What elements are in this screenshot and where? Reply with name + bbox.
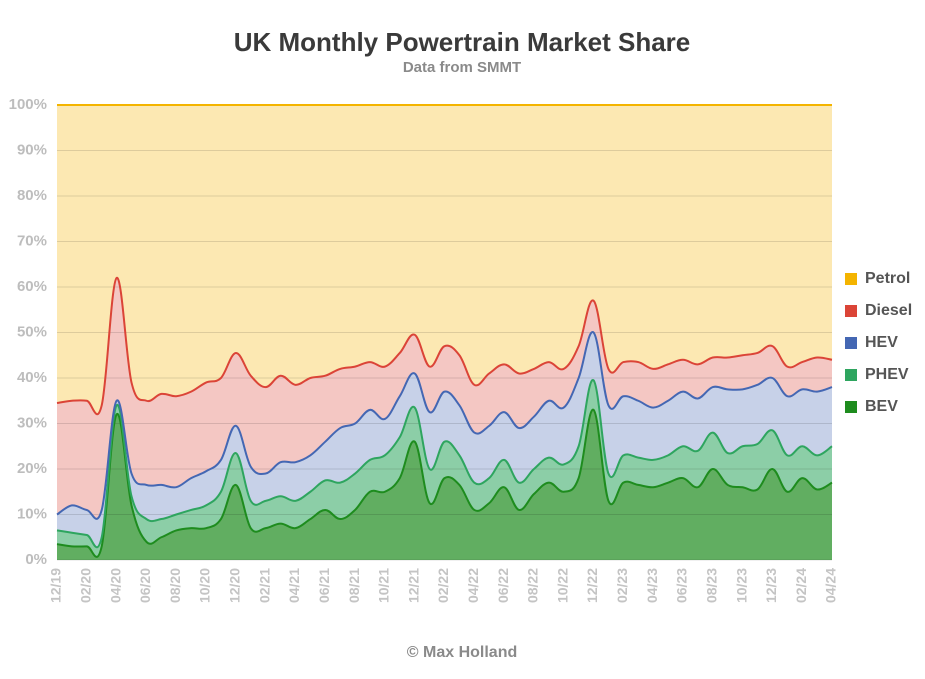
y-tick-label: 60%	[17, 278, 47, 295]
legend-swatch	[845, 401, 857, 413]
series-line	[56, 379, 833, 549]
x-tick-label: 02/23	[614, 568, 630, 603]
x-tick-label: 04/21	[286, 568, 302, 603]
credit: © Max Holland	[407, 644, 517, 661]
area	[57, 277, 832, 519]
y-tick-label: 100%	[9, 96, 47, 113]
y-tick-label: 90%	[17, 141, 47, 158]
x-tick-label: 06/23	[674, 568, 690, 603]
x-tick-label: 10/22	[554, 568, 570, 603]
legend-label: Diesel	[865, 302, 912, 319]
x-tick-label: 08/21	[346, 568, 362, 603]
x-tick-label: 02/21	[256, 568, 272, 603]
x-tick-label: 08/20	[167, 568, 183, 603]
y-tick-label: 20%	[17, 460, 47, 477]
y-tick-label: 50%	[17, 323, 47, 340]
chart-title: UK Monthly Powertrain Market Share	[234, 27, 691, 57]
legend-label: BEV	[865, 398, 898, 415]
area	[57, 409, 832, 560]
y-tick-label: 0%	[25, 551, 47, 568]
x-tick-label: 12/19	[48, 568, 64, 603]
x-tick-label: 04/24	[823, 568, 839, 603]
x-tick-label: 02/24	[793, 568, 809, 603]
area	[57, 105, 832, 415]
x-tick-label: 04/23	[644, 568, 660, 603]
y-tick-label: 10%	[17, 505, 47, 522]
x-tick-label: 06/20	[137, 568, 153, 603]
series-line	[56, 331, 833, 520]
x-tick-label: 12/21	[405, 568, 421, 603]
x-tick-label: 12/23	[763, 568, 779, 603]
area	[57, 379, 832, 557]
x-tick-label: 06/22	[495, 568, 511, 603]
x-tick-label: 08/22	[525, 568, 541, 603]
x-tick-label: 04/20	[107, 568, 123, 603]
x-tick-label: 10/23	[733, 568, 749, 603]
y-tick-label: 40%	[17, 369, 47, 386]
series-line	[56, 276, 833, 416]
y-tick-label: 70%	[17, 232, 47, 249]
legend-swatch	[845, 337, 857, 349]
x-tick-label: 12/22	[584, 568, 600, 603]
x-tick-label: 08/23	[703, 568, 719, 603]
y-tick-label: 80%	[17, 187, 47, 204]
x-tick-label: 02/22	[435, 568, 451, 603]
area	[57, 332, 832, 548]
legend-label: HEV	[865, 334, 898, 351]
legend-swatch	[845, 305, 857, 317]
legend-swatch	[845, 273, 857, 285]
chart-subtitle: Data from SMMT	[403, 59, 521, 76]
x-tick-label: 10/20	[197, 568, 213, 603]
x-tick-label: 02/20	[78, 568, 94, 603]
y-tick-label: 30%	[17, 414, 47, 431]
x-tick-label: 10/21	[376, 568, 392, 603]
legend-label: PHEV	[865, 366, 909, 383]
x-tick-label: 06/21	[316, 568, 332, 603]
series-line	[56, 408, 833, 558]
legend-label: Petrol	[865, 270, 910, 287]
x-tick-label: 04/22	[465, 568, 481, 603]
x-tick-label: 12/20	[227, 568, 243, 603]
legend-swatch	[845, 369, 857, 381]
